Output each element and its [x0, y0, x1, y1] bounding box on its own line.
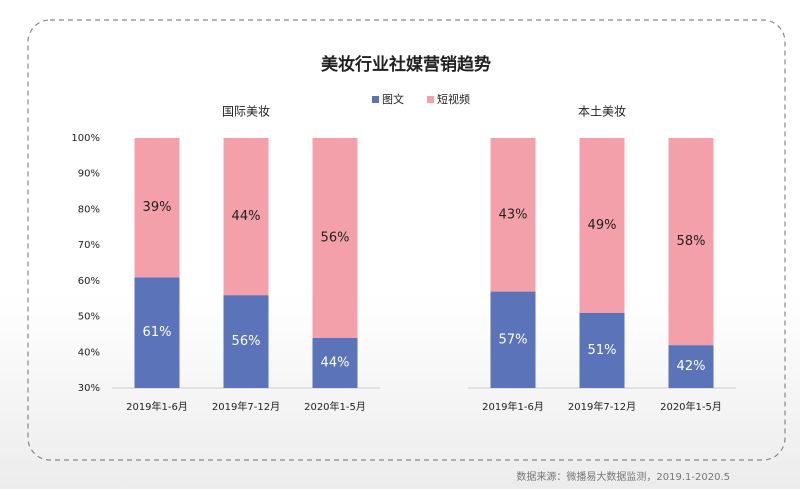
y-tick-label: 30% [78, 383, 100, 394]
data-label: 42% [677, 359, 706, 374]
group-label: 本土美妆 [578, 105, 626, 119]
data-label: 49% [588, 218, 617, 233]
frame [27, 19, 786, 461]
data-label: 44% [321, 356, 350, 371]
bar-segment [668, 138, 714, 346]
data-label: 39% [143, 200, 172, 215]
y-tick-label: 50% [78, 312, 100, 323]
source-note: 数据来源：微播易大数据监测，2019.1-2020.5 [516, 470, 730, 483]
data-label: 61% [143, 325, 172, 340]
x-tick-label: 2019年7-12月 [568, 400, 636, 413]
bar-segment [490, 138, 536, 292]
data-label: 58% [677, 234, 706, 249]
data-label: 56% [321, 231, 350, 246]
chart-title: 美妆行业社媒营销趋势 [321, 54, 491, 75]
x-tick-label: 2020年1-5月 [304, 400, 366, 413]
bar-segment [579, 138, 625, 313]
legend-swatch [427, 96, 434, 103]
bar-segment [312, 138, 358, 338]
bar-segment [490, 291, 536, 388]
data-label: 56% [232, 334, 261, 349]
y-tick-label: 90% [78, 169, 100, 180]
bar-segment [579, 313, 625, 388]
data-label: 43% [499, 207, 528, 222]
x-tick-label: 2019年7-12月 [212, 400, 280, 413]
y-tick-label: 40% [78, 347, 100, 358]
bar-segment [134, 138, 180, 278]
bar-segment [668, 345, 714, 388]
legend-label: 短视频 [437, 92, 470, 106]
legend-swatch [372, 96, 379, 103]
group-label: 国际美妆 [222, 105, 270, 119]
bar-segment [312, 338, 358, 388]
legend-label: 图文 [382, 92, 404, 106]
y-tick-label: 100% [71, 133, 100, 144]
x-tick-label: 2019年1-6月 [482, 400, 544, 413]
y-tick-label: 70% [78, 240, 100, 251]
data-label: 51% [588, 343, 617, 358]
bar-segment [223, 138, 269, 296]
x-tick-label: 2020年1-5月 [660, 400, 722, 413]
y-tick-label: 80% [78, 204, 100, 215]
bar-segment [134, 277, 180, 388]
x-tick-label: 2019年1-6月 [126, 400, 188, 413]
data-label: 44% [232, 209, 261, 224]
bar-segment [223, 295, 269, 388]
y-tick-label: 60% [78, 276, 100, 287]
data-label: 57% [499, 332, 528, 347]
